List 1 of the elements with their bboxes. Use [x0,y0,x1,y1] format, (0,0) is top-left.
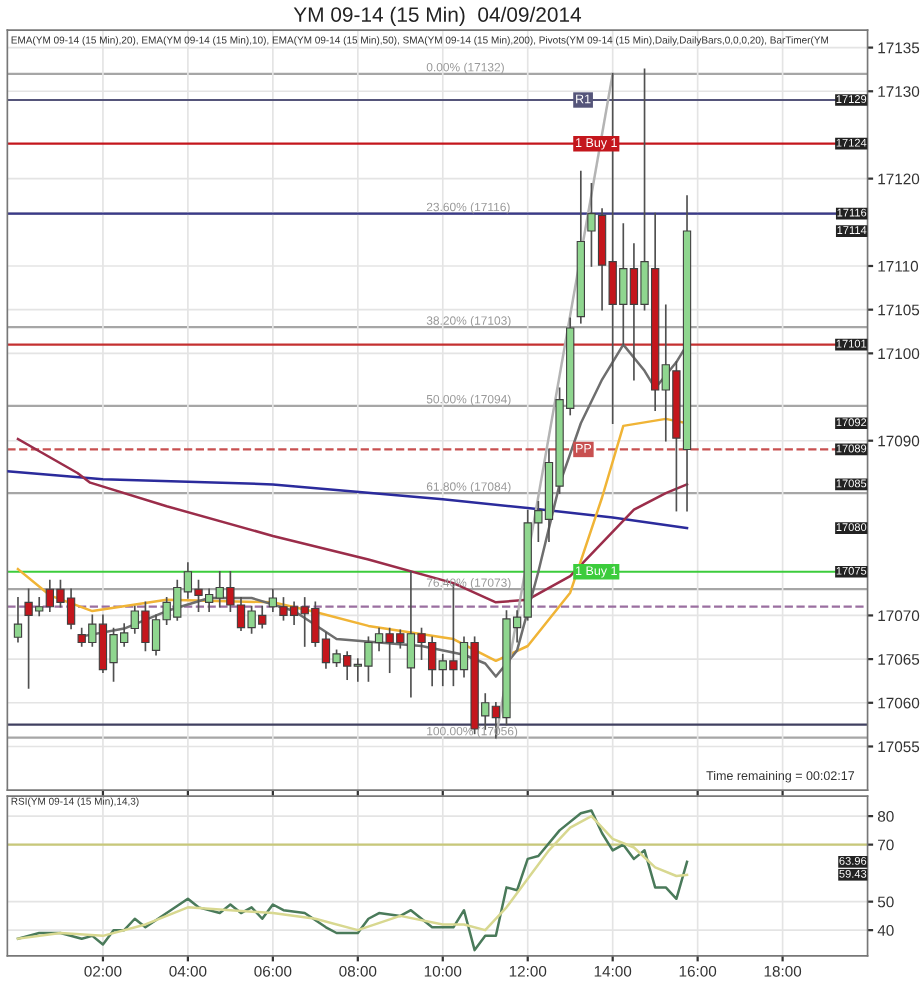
chart-title: YM 09-14 (15 Min) 04/09/2014 [293,6,582,27]
